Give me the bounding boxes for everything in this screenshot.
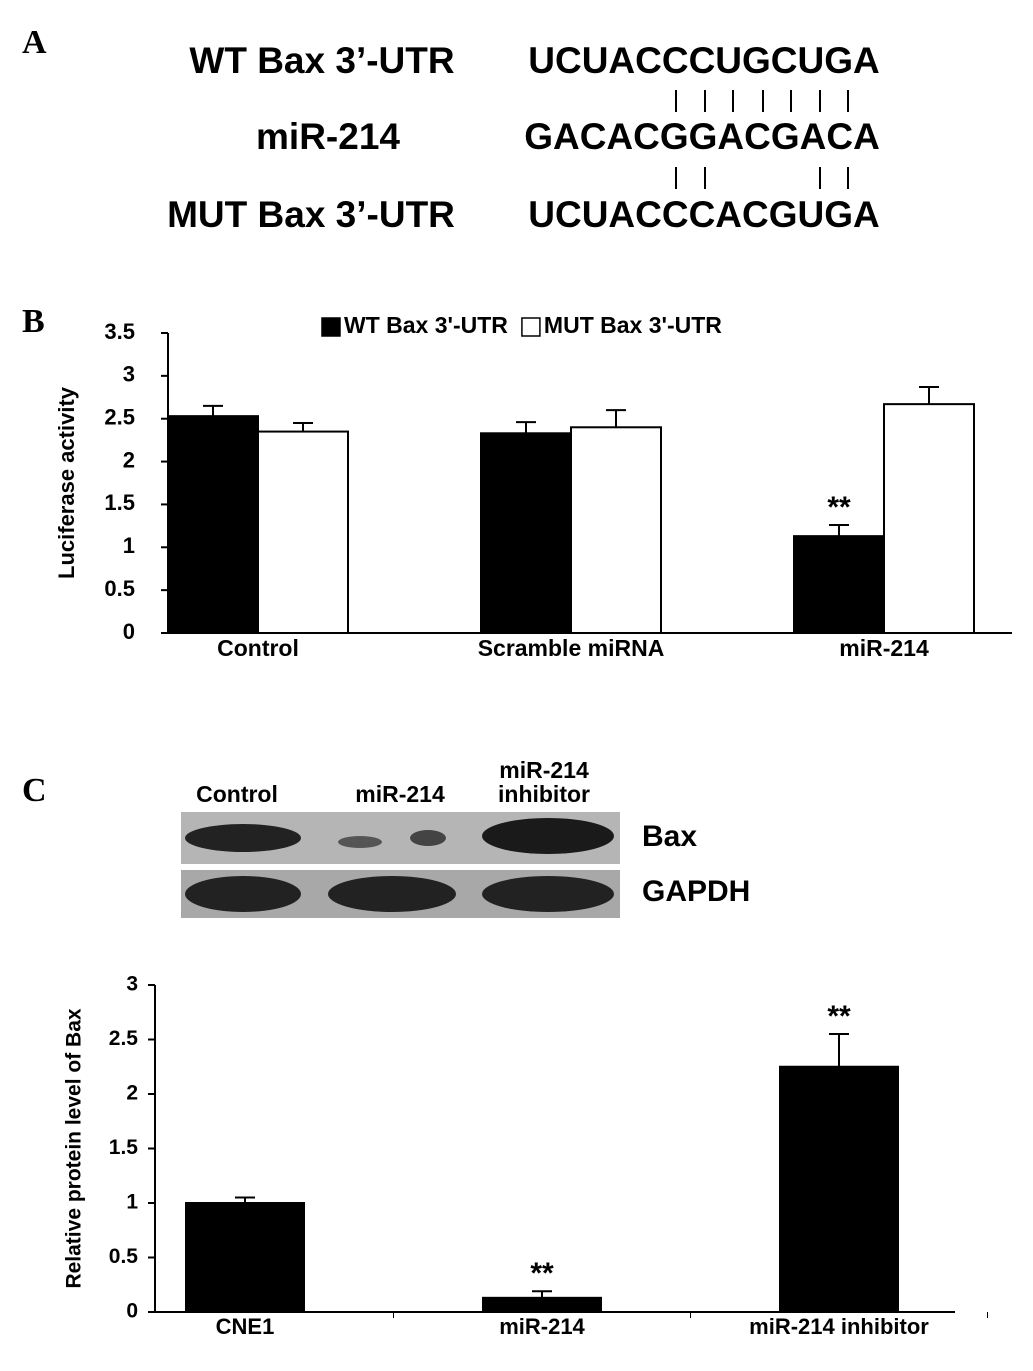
row-name: WT Bax 3’-UTR	[189, 40, 454, 81]
bar	[482, 1296, 602, 1313]
annotation: **	[530, 1257, 554, 1290]
row-name: MUT Bax 3’-UTR	[167, 194, 455, 235]
bar	[793, 535, 885, 635]
error-bar	[235, 1196, 255, 1203]
western-blot	[181, 812, 620, 918]
y-axis-label: Luciferase activity	[54, 386, 79, 579]
annotation: **	[827, 491, 851, 524]
y-tick-label: 2	[126, 1082, 138, 1105]
x-tick-label: Scramble miRNA	[478, 635, 665, 661]
error-bar	[606, 409, 626, 428]
annotation: **	[827, 1000, 851, 1033]
bar	[779, 1065, 899, 1313]
legend-label: WT Bax 3'-UTR	[344, 312, 508, 338]
bar	[257, 430, 349, 635]
y-tick-label: 2.5	[109, 1027, 139, 1050]
legend-swatch	[321, 317, 341, 337]
bar	[185, 1202, 305, 1313]
legend-label: MUT Bax 3'-UTR	[544, 312, 722, 338]
blot-row-label: Bax	[642, 820, 697, 853]
y-tick-label: 1	[126, 1191, 138, 1214]
sequence: GACACGGACGACA	[524, 116, 880, 157]
y-tick-label: 1.5	[104, 490, 135, 515]
y-tick-label: 2	[123, 447, 135, 472]
error-bar	[829, 524, 849, 537]
y-tick-label: 3	[123, 362, 135, 387]
panel-label: C	[22, 772, 47, 809]
bar	[167, 415, 259, 634]
y-tick-label: 0	[123, 619, 135, 644]
sequence: UCUACCCUGCUGA	[528, 40, 879, 81]
bar	[480, 432, 572, 634]
y-tick-label: 2.5	[104, 405, 135, 430]
error-bar	[293, 422, 313, 432]
error-bar	[829, 1033, 849, 1067]
error-bar	[203, 404, 223, 417]
y-tick-label: 1	[123, 533, 135, 558]
error-bar	[516, 421, 536, 434]
legend-swatch	[521, 317, 541, 337]
y-tick-label: 1.5	[109, 1136, 139, 1159]
y-tick-label: 0	[126, 1300, 138, 1323]
sequence: UCUACCCACGUGA	[528, 194, 879, 235]
pairing-lines	[675, 90, 849, 189]
y-tick-label: 0.5	[109, 1245, 139, 1268]
x-tick-label: CNE1	[216, 1314, 275, 1339]
bar	[883, 403, 975, 634]
x-tick-label: miR-214 inhibitor	[749, 1314, 929, 1339]
x-tick-label: miR-214	[499, 1314, 585, 1339]
x-tick-label: miR-214	[839, 635, 929, 661]
lane-label: Control	[196, 781, 278, 807]
row-name: miR-214	[256, 116, 400, 157]
error-bar	[919, 386, 939, 405]
x-tick-label: Control	[217, 635, 299, 661]
panel-label: A	[22, 24, 47, 61]
y-tick-label: 3	[126, 973, 138, 996]
bar	[570, 426, 662, 634]
blot-row-label: GAPDH	[642, 875, 750, 908]
error-bar	[532, 1290, 552, 1298]
y-axis-label: Relative protein level of Bax	[63, 1008, 86, 1288]
lane-label: miR-214	[355, 781, 445, 807]
y-tick-label: 0.5	[104, 576, 135, 601]
panel-label: B	[22, 303, 45, 340]
lane-label: miR-214 inhibitor	[498, 757, 590, 807]
y-tick-label: 3.5	[104, 319, 135, 344]
